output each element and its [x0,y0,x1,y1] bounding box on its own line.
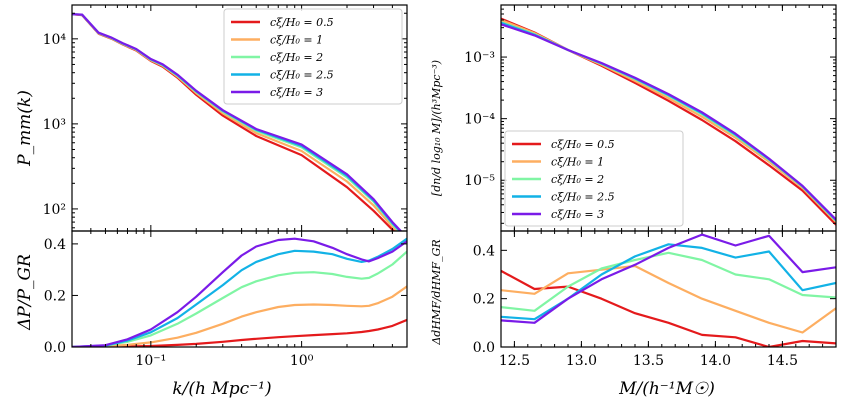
series-line-dpk-1 [72,285,407,347]
series-line-pk-4 [72,13,403,231]
series-line-dhmf-1 [501,264,836,334]
y-tick-label-dhmf-2: 0.4 [473,243,495,259]
legend-pk: cξ/H₀ = 0.5 cξ/H₀ = 1 cξ/H₀ = 2 cξ/H₀ = 2.5… [223,8,403,105]
series-line-dpk-2 [72,250,407,347]
legend-box-hmf [504,130,684,227]
legend-hmf: cξ/H₀ = 0.5 cξ/H₀ = 1 cξ/H₀ = 2 cξ/H₀ = 2.5… [504,130,684,227]
legend-label-pk-4: cξ/H₀ = 3 [270,86,323,99]
legend-label-hmf-2: cξ/H₀ = 2 [551,173,604,186]
series-line-dhmf-0 [501,269,836,347]
y-axis-label-hmf: [dn/d log₁₀ M]/(h³Mpc⁻³) [430,60,443,196]
legend-label-pk-1: cξ/H₀ = 1 [270,34,323,47]
legend-label-pk-0: cξ/H₀ = 0.5 [270,16,334,29]
y-tick-label-dhmf-0: 0.0 [473,340,495,356]
y-tick-label-dpk-0: 0.0 [44,340,66,356]
y-axis-label-dhmf: ΔdHMF/dHMF_GR [430,239,443,345]
y-tick-label-hmf-2: 10⁻³ [464,50,495,66]
series-line-dhmf-4 [501,233,836,324]
series-line-dpk-4 [72,237,407,347]
y-tick-label-pk-0: 10² [43,202,66,218]
axes-frame-dhmf [500,230,837,348]
axes-frame-dpk [71,230,408,348]
y-tick-label-dpk-2: 0.4 [44,237,66,253]
y-axis-label-dpk: ΔP/P_GR [15,254,35,331]
x-tick-label-dhmf-1: 13.0 [566,353,597,369]
legend-label-pk-3: cξ/H₀ = 2.5 [270,69,334,82]
legend-box-pk [223,8,403,105]
legend-label-hmf-1: cξ/H₀ = 1 [551,156,604,169]
x-tick-label-dpk-1: 10⁰ [290,353,314,369]
x-tick-label-dpk-0: 10⁻¹ [135,353,166,369]
y-tick-label-pk-2: 10⁴ [43,32,67,48]
x-tick-label-dhmf-2: 13.5 [633,353,664,369]
y-tick-label-dhmf-1: 0.2 [473,292,495,308]
series-line-hmf-4 [501,23,836,221]
panel-halo-mass-function: 10⁻⁵10⁻⁴10⁻³cξ/H₀ = 0.5cξ/H₀ = 1cξ/H₀ = … [464,4,837,232]
x-tick-label-dhmf-3: 14.0 [700,353,731,369]
y-tick-label-hmf-0: 10⁻⁵ [464,173,495,189]
series-line-dhmf-2 [501,251,836,312]
panel-power-spectrum-ratio: 0.0 0.2 0.4 10⁻¹ 10⁰ [44,230,408,369]
y-axis-label-pk: P_mm(k) [15,90,35,167]
y-tick-label-hmf-1: 10⁻⁴ [464,112,495,128]
x-tick-label-dhmf-0: 12.5 [499,353,530,369]
panel-halo-mass-function-ratio: 0.0 0.2 0.4 12.5 13.0 13.5 14.0 14.5 [473,230,837,369]
x-axis-label-mass: M/(h⁻¹M☉) [618,379,715,399]
legend-label-hmf-0: cξ/H₀ = 0.5 [551,138,615,151]
x-tick-label-dhmf-4: 14.5 [767,353,798,369]
legend-label-pk-2: cξ/H₀ = 2 [270,51,323,64]
x-axis-label-k: k/(h Mpc⁻¹) [172,379,271,399]
y-tick-label-dpk-1: 0.2 [44,288,66,304]
legend-label-hmf-4: cξ/H₀ = 3 [551,208,604,221]
y-tick-label-pk-1: 10³ [43,117,66,133]
series-line-dpk-3 [72,237,407,347]
legend-label-hmf-3: cξ/H₀ = 2.5 [551,191,615,204]
